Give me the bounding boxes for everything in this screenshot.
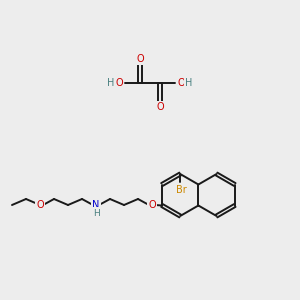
- Text: O: O: [148, 200, 156, 210]
- Text: H: H: [107, 78, 115, 88]
- Text: N: N: [92, 200, 100, 210]
- Text: H: H: [94, 208, 100, 217]
- Text: Br: Br: [176, 185, 187, 195]
- Text: O: O: [136, 54, 144, 64]
- Text: H: H: [185, 78, 193, 88]
- Text: O: O: [36, 200, 44, 210]
- Text: O: O: [156, 102, 164, 112]
- Text: O: O: [177, 78, 185, 88]
- Text: O: O: [115, 78, 123, 88]
